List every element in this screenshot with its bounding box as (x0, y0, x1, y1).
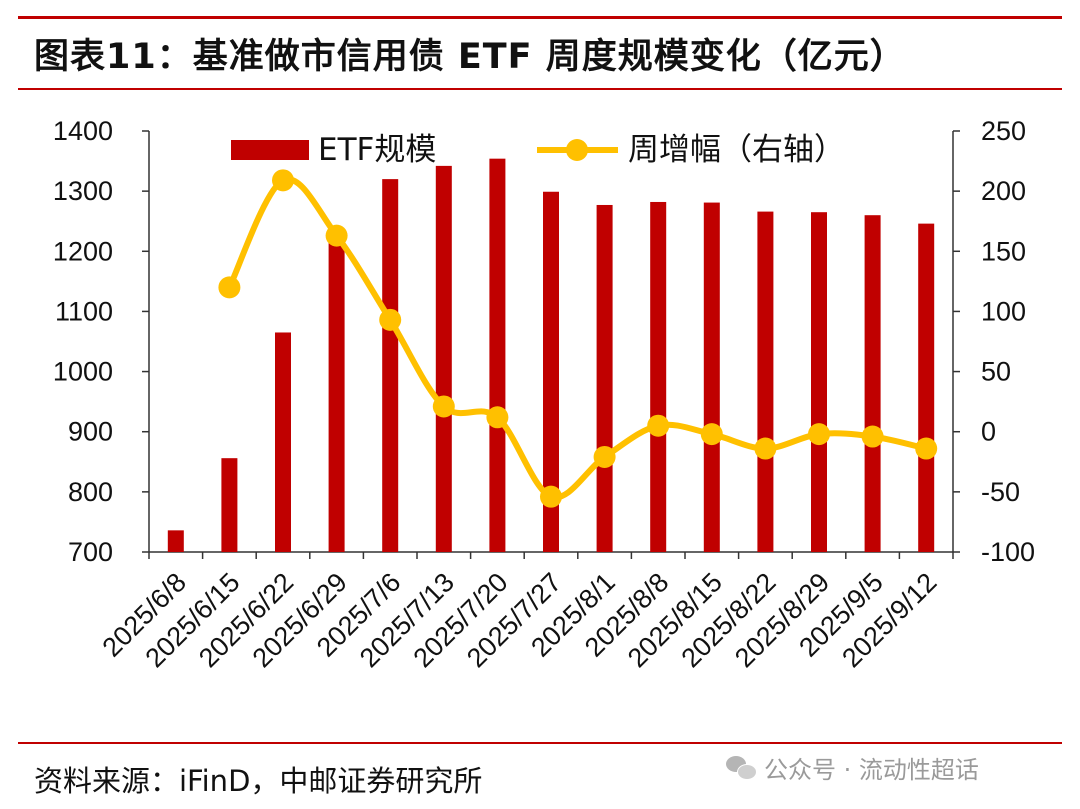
top-rule (18, 16, 1062, 19)
line-point (540, 485, 562, 508)
source-note: 资料来源：iFinD，中邮证券研究所 (34, 764, 483, 798)
right-tick-label: -100 (981, 537, 1035, 567)
bar (328, 234, 345, 552)
watermark-text: 公众号 · 流动性超话 (764, 756, 979, 784)
right-tick-label: 200 (981, 176, 1026, 206)
line-point (379, 308, 402, 331)
bottom-rule (18, 742, 1062, 744)
bar (703, 202, 720, 552)
line-point (754, 437, 777, 460)
left-tick-label: 1400 (53, 116, 113, 146)
bar (650, 201, 667, 552)
line-point (272, 169, 294, 192)
right-tick-label: 100 (981, 296, 1026, 326)
bar (167, 530, 184, 552)
line-point (593, 445, 616, 468)
bar (275, 332, 291, 552)
bar (435, 165, 452, 552)
line-point (432, 395, 455, 418)
title-rule (18, 88, 1062, 90)
bar (489, 158, 506, 552)
right-tick-label: 50 (981, 357, 1011, 387)
line-point (915, 437, 938, 460)
watermark: 公众号 · 流动性超话 (726, 750, 979, 785)
bar (221, 458, 238, 552)
bar (811, 212, 827, 552)
bar (757, 211, 774, 552)
right-tick-label: -50 (981, 477, 1020, 507)
left-tick-label: 1000 (53, 357, 113, 387)
legend-bar-label: ETF规模 (318, 132, 436, 168)
legend-line-label: 周增幅（右轴） (628, 132, 845, 168)
bar-series (167, 158, 935, 552)
left-tick-label: 1100 (55, 296, 113, 326)
line-point (861, 425, 884, 448)
left-tick-label: 800 (68, 477, 113, 507)
chart-title: 图表11：基准做市信用债 ETF 周度规模变化（亿元） (34, 37, 906, 77)
bar (382, 179, 399, 552)
line-point (325, 224, 348, 247)
right-tick-label: 0 (981, 417, 996, 447)
bar (918, 223, 935, 552)
left-tick-label: 1200 (53, 236, 113, 266)
legend-bar-swatch (231, 140, 309, 160)
bar (543, 191, 559, 552)
line-point (218, 276, 241, 299)
chart: 1400130012001100100090080070025020015010… (53, 116, 1035, 673)
line-point (700, 423, 723, 446)
legend-line-marker (566, 139, 588, 161)
line-series (218, 169, 938, 508)
left-tick-label: 1300 (53, 176, 113, 206)
line-point (486, 406, 509, 429)
bar (596, 204, 613, 552)
right-tick-label: 150 (981, 236, 1026, 266)
left-tick-label: 900 (68, 417, 113, 447)
bar (864, 215, 881, 552)
line-point (808, 423, 830, 446)
wechat-icon (726, 753, 757, 783)
right-tick-label: 250 (981, 116, 1026, 146)
left-tick-label: 700 (68, 537, 113, 567)
line-point (647, 414, 670, 437)
legend: ETF规模 周增幅（右轴） (231, 132, 845, 168)
